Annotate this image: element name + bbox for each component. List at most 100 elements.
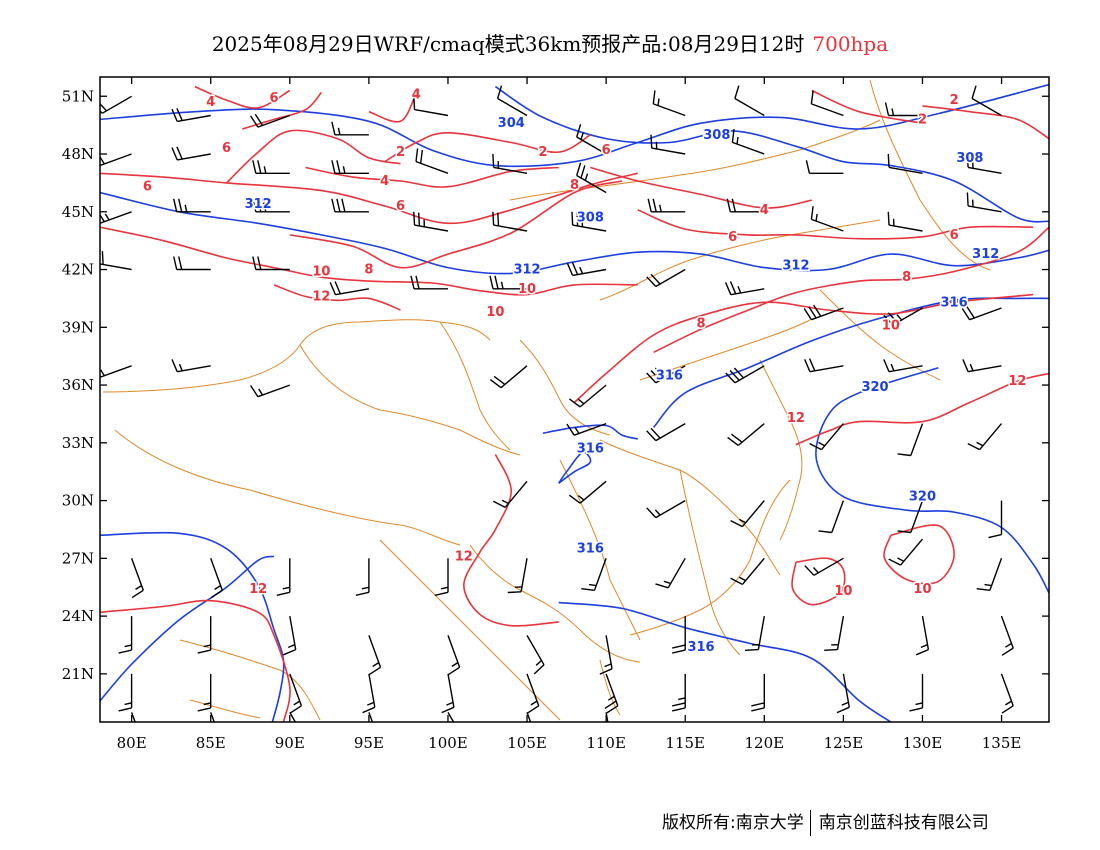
wind-barb <box>252 256 290 271</box>
geopotential-contour-line <box>652 297 1049 428</box>
temperature-contour-label: 2 <box>538 145 547 160</box>
wind-barb <box>883 359 923 373</box>
wind-barb <box>897 500 924 534</box>
temperature-contour-label: 6 <box>602 143 611 158</box>
wind-barb <box>724 281 765 296</box>
geopotential-contour-line <box>100 191 1049 275</box>
wind-barb <box>413 96 449 117</box>
temperature-contour-label: 12 <box>1008 374 1026 389</box>
wind-barb <box>646 268 686 288</box>
lat-tick-label: 39N <box>62 318 94 336</box>
wind-barb <box>496 85 528 117</box>
wind-barb <box>526 673 540 714</box>
wind-barb <box>962 359 1002 373</box>
wind-barb <box>252 160 290 175</box>
copyright-notice: 版权所有:南京大学 南京创蓝科技有限公司 <box>662 808 989 836</box>
wind-barb <box>447 712 455 722</box>
wind-barb <box>887 211 923 232</box>
temperature-contour-label: 10 <box>518 282 536 297</box>
wind-barb <box>818 500 845 534</box>
lat-tick-label: 48N <box>62 145 94 163</box>
copyright-right: 南京创蓝科技有限公司 <box>818 813 989 833</box>
wind-barb <box>489 275 527 290</box>
wind-barb <box>909 673 924 712</box>
temperature-contour-line <box>590 166 812 209</box>
wind-barb <box>173 198 211 213</box>
wind-barb <box>804 358 844 373</box>
temperature-contour-line <box>289 180 623 269</box>
wind-barb <box>331 121 369 136</box>
wind-barb <box>171 146 211 161</box>
wind-barb <box>413 211 449 232</box>
geopotential-contour-label: 312 <box>782 259 809 274</box>
wind-barb <box>329 281 370 296</box>
temperature-contour-line <box>653 226 1049 354</box>
map-title: 2025年08月29日WRF/cmaq模式36km预报产品:08月29日12时 7… <box>0 28 1100 57</box>
wind-barb <box>526 712 532 722</box>
geopotential-contour-label: 320 <box>861 380 888 395</box>
geopotential-contour-line <box>815 366 1049 594</box>
wind-barb <box>410 275 448 290</box>
copyright-left: 版权所有:南京大学 <box>662 813 804 833</box>
wind-barb <box>130 558 144 599</box>
wind-barb <box>988 500 1003 539</box>
wind-barb <box>824 615 845 651</box>
lat-tick-label: 27N <box>62 549 94 567</box>
wind-barb <box>576 124 607 155</box>
temperature-contour-label: 10 <box>882 318 900 333</box>
wind-barb <box>599 635 613 675</box>
temperature-contour-line <box>100 226 638 296</box>
wind-barb <box>368 635 382 676</box>
temperature-contour-label: 6 <box>143 180 152 195</box>
wind-barb <box>810 90 844 117</box>
wind-barb <box>276 558 291 596</box>
temperature-contour-label: 6 <box>728 230 737 245</box>
temperature-contour-label: 4 <box>206 95 215 110</box>
wind-barb <box>566 262 607 277</box>
temperature-contour-label: 2 <box>396 145 405 160</box>
wind-barb <box>507 558 528 594</box>
lon-tick-label: 115E <box>665 734 705 752</box>
lat-tick-label: 42N <box>62 261 94 279</box>
geopotential-contour-label: 308 <box>577 211 604 226</box>
geopotential-contour-label: 304 <box>498 116 525 131</box>
lon-tick-label: 130E <box>903 734 943 752</box>
wind-barb <box>171 359 211 373</box>
wind-barb <box>734 85 765 117</box>
temperature-contour-line <box>637 209 1034 240</box>
geopotential-contour-line <box>542 424 639 440</box>
wind-barb <box>197 616 212 654</box>
wind-barb <box>646 499 686 519</box>
temperature-contour-label: 6 <box>396 199 405 214</box>
geopotential-contour-line <box>100 531 285 722</box>
temperature-contour-label: 8 <box>570 178 579 193</box>
wind-barb <box>727 423 765 446</box>
geopotential-contour-label: 316 <box>941 295 968 310</box>
wind-barb <box>331 160 369 175</box>
wind-barb <box>804 557 844 576</box>
lon-tick-label: 90E <box>275 734 305 752</box>
lat-tick-label: 33N <box>62 434 94 452</box>
lat-axis: 51N 48N 45N 42N 39N 36N 33N 30N 27N 24N 21N <box>62 87 1049 683</box>
wind-barb <box>646 422 686 442</box>
wind-barb <box>883 307 923 326</box>
lat-tick-label: 21N <box>62 665 94 683</box>
copyright-divider <box>809 810 811 836</box>
temperature-contour-line <box>573 293 1034 403</box>
wind-barb <box>283 615 297 656</box>
temperature-contour-label: 2 <box>918 112 927 127</box>
temperature-contour-label: 12 <box>312 289 330 304</box>
geopotential-contour-line <box>494 85 1049 223</box>
lat-tick-label: 24N <box>62 607 94 625</box>
temperature-contour-line <box>791 557 846 606</box>
wind-barb <box>581 558 607 591</box>
wind-barb <box>888 538 924 566</box>
wind-barb <box>568 480 607 504</box>
temperature-contour-line <box>795 372 1049 446</box>
lon-tick-label: 95E <box>354 734 384 752</box>
lat-tick-label: 30N <box>62 492 94 510</box>
temperature-contour-label: 6 <box>269 91 278 106</box>
wind-barb <box>576 162 607 194</box>
temperature-contour-line <box>811 89 923 124</box>
